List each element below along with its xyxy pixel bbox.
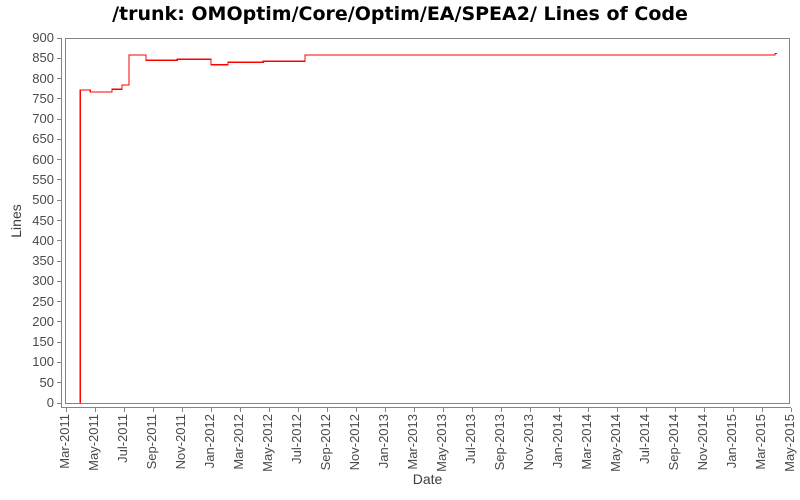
x-tick-label: May-2015 — [782, 414, 797, 472]
y-tick-label: 750 — [32, 90, 54, 106]
y-tick-mark — [57, 220, 61, 221]
y-tick-label: 700 — [32, 111, 54, 127]
x-tick-label: Jul-2013 — [463, 414, 478, 464]
x-tick-label: Nov-2013 — [521, 414, 536, 471]
x-tick-label: Nov-2014 — [695, 414, 710, 471]
x-tick-label: May-2013 — [434, 414, 449, 472]
y-axis-label: Lines — [8, 204, 24, 238]
x-tick-mark — [65, 408, 67, 412]
y-tick-mark — [57, 179, 61, 181]
y-tick-label: 550 — [32, 171, 54, 187]
y-tick-label: 900 — [32, 30, 54, 45]
x-tick-mark — [442, 408, 444, 412]
y-tick-label: 0 — [46, 395, 54, 410]
plot-area — [65, 38, 790, 404]
x-tick-mark — [674, 408, 676, 412]
y-tick-label: 100 — [32, 354, 54, 370]
y-tick-label: 200 — [32, 313, 54, 329]
x-tick-mark — [703, 408, 705, 412]
x-tick-mark — [210, 408, 212, 412]
x-tick-label: Jan-2015 — [724, 414, 739, 469]
x-axis-line — [61, 407, 791, 408]
x-tick-mark — [239, 408, 241, 412]
x-axis-label: Date — [412, 471, 443, 487]
y-tick-label: 150 — [32, 334, 54, 350]
y-tick-mark — [57, 159, 61, 161]
y-tick-label: 300 — [32, 273, 54, 289]
x-tick-mark — [413, 408, 415, 412]
x-tick-label: Mar-2012 — [231, 414, 246, 470]
y-tick-mark — [57, 260, 61, 262]
x-tick-label: Sep-2012 — [318, 414, 333, 471]
x-tick-label: May-2014 — [608, 414, 623, 472]
x-tick-label: Sep-2013 — [492, 414, 507, 471]
x-tick-label: Sep-2014 — [666, 414, 681, 471]
y-axis-line — [61, 38, 62, 408]
y-tick-mark — [57, 321, 61, 323]
x-tick-label: Nov-2011 — [173, 414, 188, 470]
x-tick-mark — [790, 408, 792, 412]
y-tick-mark — [57, 78, 61, 80]
x-tick-label: Jul-2012 — [289, 414, 304, 464]
x-tick-mark — [558, 408, 560, 412]
x-tick-mark — [94, 408, 96, 412]
y-tick-label: 650 — [32, 131, 54, 147]
x-tick-mark — [123, 408, 125, 412]
y-tick-mark — [57, 402, 61, 404]
y-tick-mark — [57, 382, 61, 384]
x-tick-mark — [616, 408, 618, 412]
y-tick-label: 600 — [32, 151, 54, 167]
y-tick-label: 250 — [32, 293, 54, 309]
x-tick-mark — [529, 408, 531, 412]
y-tick-mark — [57, 199, 61, 201]
x-tick-mark — [355, 408, 357, 412]
chart-title: /trunk: OMOptim/Core/Optim/EA/SPEA2/ Lin… — [112, 3, 688, 25]
x-tick-label: Mar-2011 — [57, 414, 72, 469]
y-tick-label: 500 — [32, 192, 54, 208]
x-tick-label: Mar-2014 — [579, 414, 594, 470]
y-tick-mark — [57, 57, 61, 59]
y-tick-mark — [57, 361, 61, 363]
y-tick-label: 50 — [39, 374, 54, 390]
x-tick-label: Mar-2013 — [405, 414, 420, 470]
x-tick-mark — [152, 408, 154, 412]
y-tick-mark — [57, 118, 61, 120]
x-tick-label: Nov-2012 — [347, 414, 362, 471]
loc-step-line — [79, 52, 778, 403]
y-tick-label: 400 — [32, 232, 54, 248]
x-tick-mark — [732, 408, 734, 412]
x-tick-mark — [761, 408, 763, 412]
y-tick-mark — [57, 138, 61, 140]
x-tick-label: May-2012 — [260, 414, 275, 472]
loc-step-line-plot — [79, 52, 778, 403]
x-tick-label: Jul-2014 — [637, 414, 652, 464]
y-tick-mark — [57, 240, 61, 242]
x-tick-mark — [181, 408, 183, 412]
x-tick-mark — [587, 408, 589, 412]
x-tick-label: Jan-2012 — [202, 414, 217, 469]
y-tick-mark — [57, 280, 61, 282]
x-tick-mark — [297, 408, 299, 412]
x-tick-mark — [500, 408, 502, 412]
y-tick-label: 850 — [32, 50, 54, 66]
y-tick-label: 450 — [32, 212, 54, 228]
x-tick-mark — [326, 408, 328, 412]
y-tick-mark — [57, 98, 61, 100]
x-tick-label: Mar-2015 — [753, 414, 768, 470]
x-tick-label: Jul-2011 — [115, 414, 130, 463]
y-tick-mark — [57, 37, 61, 39]
x-tick-mark — [384, 408, 386, 412]
x-tick-mark — [645, 408, 647, 412]
y-tick-mark — [57, 301, 61, 303]
y-tick-label: 800 — [32, 70, 54, 86]
y-tick-label: 350 — [32, 253, 54, 269]
x-tick-label: Jan-2014 — [550, 414, 565, 469]
x-tick-label: May-2011 — [86, 414, 101, 471]
y-tick-mark — [57, 341, 61, 343]
x-tick-label: Sep-2011 — [144, 414, 159, 470]
x-tick-label: Jan-2013 — [376, 414, 391, 469]
x-tick-mark — [471, 408, 473, 412]
x-tick-mark — [268, 408, 270, 412]
